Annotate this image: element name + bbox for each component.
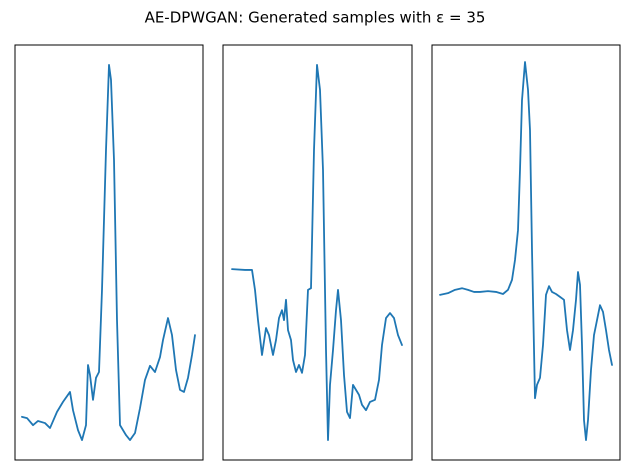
figure-title: AE-DPWGAN: Generated samples with ε = 35 xyxy=(145,9,486,27)
line-trace xyxy=(439,61,613,441)
line-trace xyxy=(21,64,196,441)
axes-frame xyxy=(14,44,204,461)
line-trace xyxy=(231,64,403,441)
axes-frame xyxy=(431,44,621,461)
axes-frame xyxy=(222,44,413,461)
